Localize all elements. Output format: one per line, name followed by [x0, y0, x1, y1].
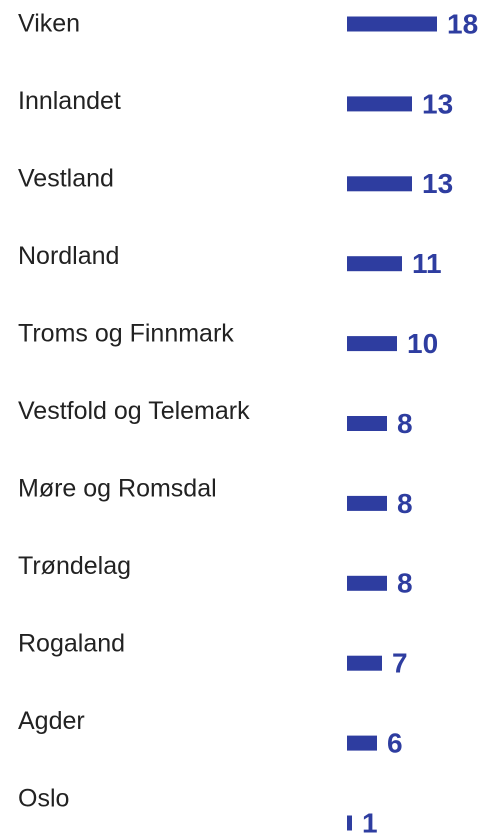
value-label: 13: [422, 168, 453, 199]
bar: [347, 16, 437, 32]
value-label: 8: [397, 408, 413, 439]
value-label: 8: [397, 488, 413, 519]
bar: [347, 815, 352, 831]
value-label: 6: [387, 727, 403, 758]
bar: [347, 735, 377, 751]
bar: [347, 96, 412, 112]
category-label: Nordland: [18, 242, 119, 270]
bar: [347, 575, 387, 591]
value-label: 8: [397, 568, 413, 599]
category-label: Rogaland: [18, 630, 125, 658]
category-label: Møre og Romsdal: [18, 475, 217, 503]
bar: [347, 256, 402, 272]
category-label: Troms og Finnmark: [18, 320, 234, 348]
bar: [347, 336, 397, 352]
value-label: 18: [447, 8, 478, 39]
bar: [347, 655, 382, 671]
value-label: 10: [407, 328, 438, 359]
category-label: Trøndelag: [18, 552, 131, 580]
category-label: Oslo: [18, 785, 69, 813]
bar: [347, 176, 412, 192]
category-label: Innlandet: [18, 87, 121, 115]
category-label: Viken: [18, 10, 80, 38]
category-label: Vestland: [18, 165, 114, 193]
value-label: 11: [412, 248, 442, 279]
bar: [347, 416, 387, 431]
category-label: Agder: [18, 707, 85, 735]
bar: [347, 495, 387, 511]
value-label: 13: [422, 88, 453, 119]
value-label: 7: [392, 648, 408, 679]
category-label: Vestfold og Telemark: [18, 397, 250, 425]
value-label: 1: [362, 807, 378, 838]
